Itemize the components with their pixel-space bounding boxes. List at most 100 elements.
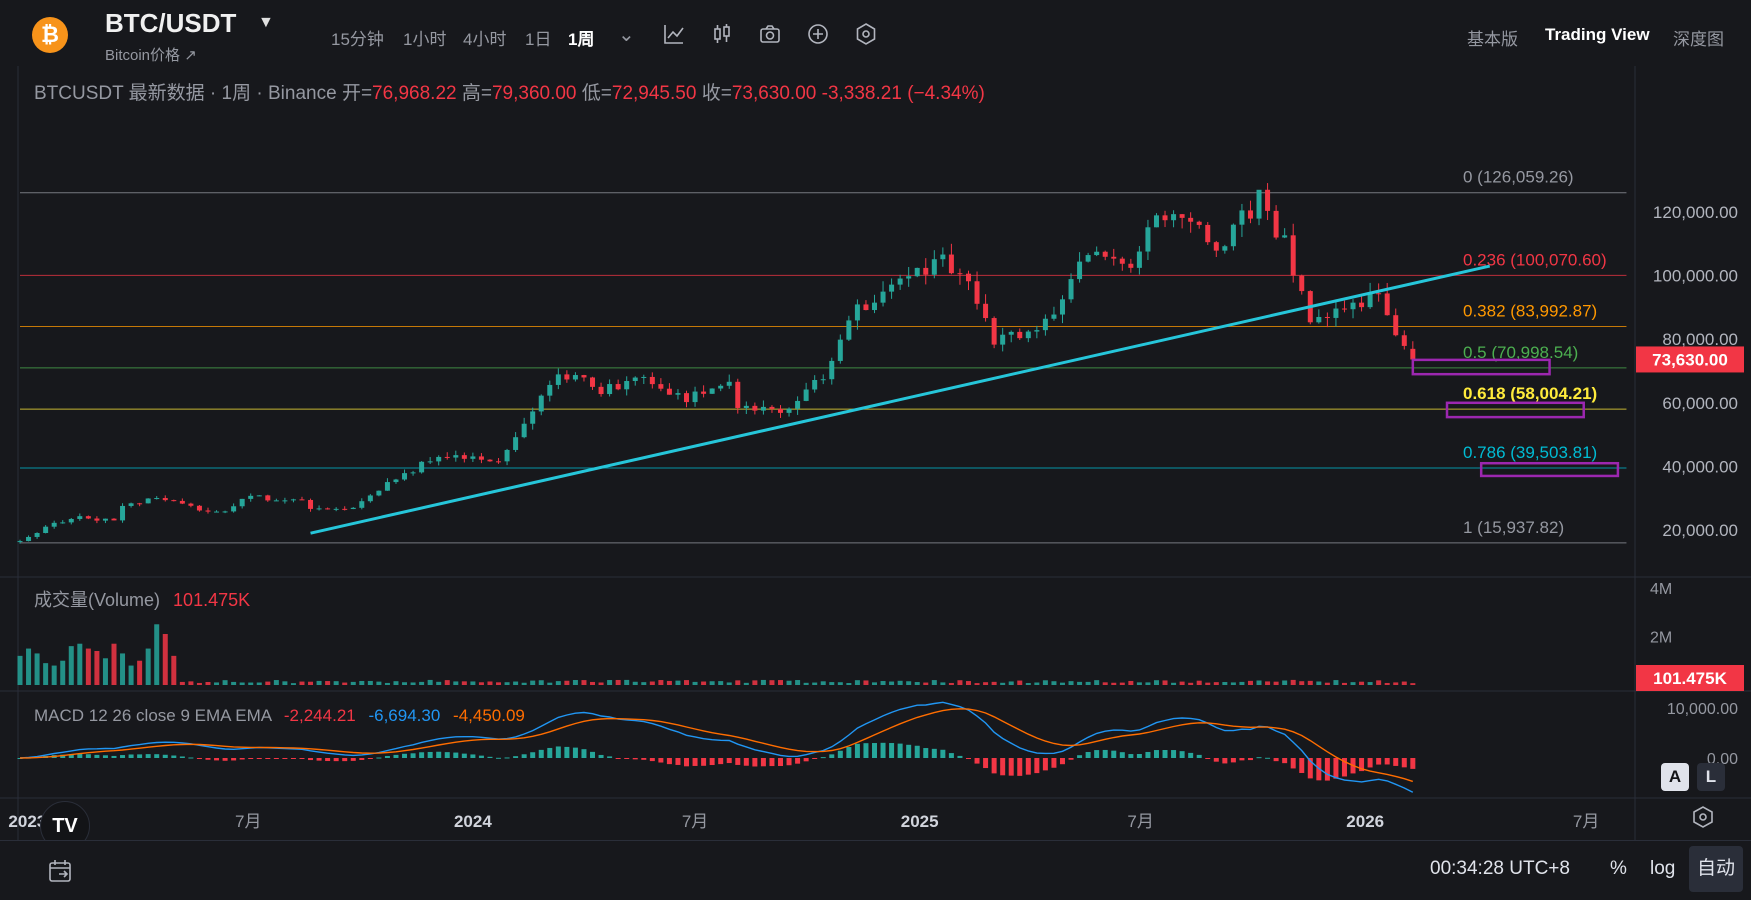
settings-hex-icon[interactable] bbox=[854, 22, 878, 46]
fib-label-0.5: 0.5 (70,998.54) bbox=[1463, 343, 1578, 362]
macd-histogram-bar bbox=[598, 754, 604, 758]
volume-bar bbox=[367, 680, 373, 685]
volume-bar bbox=[1094, 680, 1100, 685]
timeframe-1d[interactable]: 1日 bbox=[525, 30, 552, 49]
volume-bar bbox=[701, 681, 707, 685]
macd-histogram-bar bbox=[350, 758, 356, 761]
macd-histogram-bar bbox=[666, 758, 672, 765]
timeframe-15m[interactable]: 15分钟 bbox=[331, 30, 384, 49]
macd-histogram-bar bbox=[248, 758, 254, 759]
candle-body bbox=[880, 291, 886, 303]
legend-low: 72,945.50 bbox=[611, 83, 697, 104]
candle-body bbox=[1008, 331, 1014, 335]
volume-bar bbox=[1000, 682, 1006, 685]
macd-histogram-bar bbox=[1384, 758, 1390, 765]
candle-body bbox=[1290, 235, 1296, 276]
volume-bar bbox=[837, 682, 843, 685]
candle-body bbox=[1333, 308, 1339, 318]
macd-histogram-bar bbox=[735, 758, 741, 765]
indicator-icon[interactable] bbox=[662, 22, 686, 46]
candle-body bbox=[1162, 215, 1168, 221]
volume-bar bbox=[444, 680, 450, 685]
macd-histogram-bar bbox=[17, 758, 23, 759]
macd-histogram-bar bbox=[273, 758, 279, 759]
view-depth[interactable]: 深度图 bbox=[1673, 30, 1724, 49]
volume-bar bbox=[162, 634, 168, 685]
timeframe-1h[interactable]: 1小时 bbox=[403, 30, 447, 49]
candle-body bbox=[342, 508, 348, 510]
timeframe-4h[interactable]: 4小时 bbox=[463, 30, 507, 49]
view-tradingview[interactable]: Trading View bbox=[1545, 25, 1650, 44]
volume-bar bbox=[829, 682, 835, 685]
macd-histogram-bar bbox=[214, 758, 220, 761]
candle-body bbox=[1085, 255, 1091, 262]
macd-histogram-bar bbox=[957, 755, 963, 758]
macd-histogram-bar bbox=[906, 744, 912, 758]
symbol-title[interactable]: BTC/USDT bbox=[105, 8, 237, 38]
plus-circle-icon[interactable] bbox=[806, 22, 830, 46]
candle-body bbox=[760, 406, 766, 411]
macd-histogram-bar bbox=[1205, 758, 1211, 759]
symbol-subtitle-link[interactable]: Bitcoin价格 ↗ bbox=[105, 47, 197, 64]
volume-bar bbox=[1128, 680, 1134, 685]
candlestick-icon[interactable] bbox=[710, 22, 734, 46]
candle-body bbox=[154, 498, 160, 500]
candle-body bbox=[564, 374, 570, 380]
percent-scale-button[interactable]: % bbox=[1610, 858, 1627, 879]
candle-body bbox=[290, 499, 296, 501]
candle-body bbox=[282, 500, 288, 502]
candle-body bbox=[102, 518, 108, 521]
candle-body bbox=[957, 273, 963, 275]
timeframe-1w[interactable]: 1周 bbox=[568, 30, 595, 49]
volume-bar bbox=[120, 653, 126, 685]
macd-histogram-bar bbox=[487, 756, 493, 758]
volume-bar bbox=[940, 682, 946, 685]
candle-body bbox=[538, 395, 544, 412]
candle-body bbox=[598, 386, 604, 395]
candle-body bbox=[239, 498, 245, 507]
date-range-icon[interactable] bbox=[46, 857, 74, 885]
chart-area[interactable]: 0 (126,059.26) 0.236 (100,070.60) 0.382 (8… bbox=[0, 66, 1751, 866]
axis-settings-icon bbox=[1693, 806, 1713, 828]
volume-bar bbox=[188, 681, 194, 685]
volume-bar bbox=[410, 682, 416, 685]
candle-body bbox=[1094, 251, 1100, 256]
macd-histogram-bar bbox=[1188, 752, 1194, 758]
candle-body bbox=[812, 380, 818, 390]
macd-histogram-bar bbox=[820, 757, 826, 759]
clock-text[interactable]: 00:34:28 UTC+8 bbox=[1430, 858, 1570, 879]
candle-body bbox=[196, 505, 202, 511]
view-basic[interactable]: 基本版 bbox=[1467, 30, 1518, 49]
volume-bar bbox=[752, 680, 758, 685]
macd-histogram-bar bbox=[1213, 758, 1219, 762]
macd-histogram-bar bbox=[1153, 750, 1159, 758]
time-tick-label: 7月 bbox=[1573, 812, 1599, 831]
macd-tick-label: 10,000.00 bbox=[1667, 701, 1738, 718]
candle-body bbox=[231, 506, 237, 512]
candle-body bbox=[316, 508, 322, 510]
candle-body bbox=[684, 393, 690, 403]
volume-bar bbox=[1042, 680, 1048, 685]
candle-body bbox=[1034, 330, 1040, 332]
camera-icon[interactable] bbox=[758, 22, 782, 46]
macd-histogram-bar bbox=[427, 751, 433, 758]
lock-scale-l-button[interactable]: L bbox=[1697, 763, 1725, 791]
auto-scale-button[interactable]: 自动 bbox=[1689, 846, 1743, 892]
price-chart-svg[interactable]: 0 (126,059.26) 0.236 (100,070.60) 0.382 (8… bbox=[0, 66, 1751, 840]
volume-bar bbox=[897, 680, 903, 685]
candle-body bbox=[308, 499, 314, 509]
macd-histogram-bar bbox=[282, 758, 288, 759]
macd-histogram-bar bbox=[137, 754, 143, 758]
volume-bar bbox=[1299, 681, 1305, 685]
candle-body bbox=[923, 267, 929, 275]
auto-scale-a-button[interactable]: A bbox=[1661, 763, 1689, 791]
timeframe-more-icon[interactable]: ⌄ bbox=[618, 24, 635, 46]
target-zone-2 bbox=[1445, 401, 1585, 419]
symbol-dropdown-icon[interactable]: ▼ bbox=[258, 14, 274, 31]
volume-bar bbox=[393, 681, 399, 685]
macd-histogram-bar bbox=[786, 758, 792, 766]
macd-histogram-bar bbox=[1179, 751, 1185, 758]
volume-bar bbox=[504, 682, 510, 685]
macd-histogram-bar bbox=[1094, 750, 1100, 758]
log-scale-button[interactable]: log bbox=[1650, 858, 1676, 879]
